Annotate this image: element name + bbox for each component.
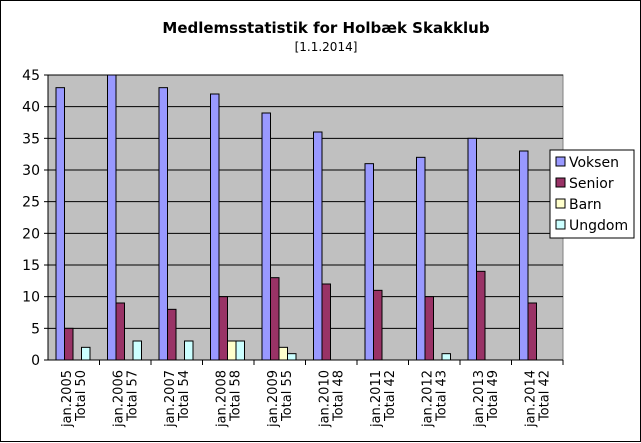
legend-swatch-voksen <box>555 156 566 167</box>
bar-voksen <box>364 163 374 361</box>
y-tick-label: 20 <box>22 226 40 242</box>
x-category-label: Total 42 <box>383 370 398 422</box>
x-category-label: jan.2005 <box>60 370 75 428</box>
x-category-label: Total 42 <box>537 370 552 422</box>
bar-voksen <box>467 137 477 361</box>
x-category-label-group: jan.2010 Total 48 <box>317 370 346 428</box>
y-tick-label: 0 <box>31 353 40 369</box>
legend-label-ungdom: Ungdom <box>569 218 628 234</box>
x-category-label: Total 50 <box>74 370 89 422</box>
x-category-label: Total 43 <box>434 370 449 422</box>
bar-ungdom <box>441 353 451 361</box>
y-tick-label: 30 <box>22 163 40 179</box>
y-tick-label: 40 <box>22 100 40 116</box>
y-tick-label: 5 <box>31 321 40 337</box>
y-tick-label: 10 <box>22 290 40 306</box>
legend-label-senior: Senior <box>569 176 614 192</box>
bar-voksen <box>158 87 168 361</box>
bar-voksen <box>210 93 220 361</box>
bar-voksen <box>55 87 65 361</box>
x-category-label: jan.2008 <box>214 370 229 428</box>
bar-senior <box>64 327 74 361</box>
bar-ungdom <box>81 346 91 361</box>
x-category-label-group: jan.2007 Total 54 <box>163 370 192 428</box>
bar-voksen <box>313 131 323 361</box>
legend-label-barn: Barn <box>569 197 602 213</box>
bar-senior <box>373 289 383 361</box>
bar-voksen <box>519 150 529 361</box>
plot-background <box>47 74 564 361</box>
legend-swatch-barn <box>555 198 566 209</box>
x-category-label: jan.2010 <box>317 370 332 428</box>
bar-voksen <box>416 156 426 361</box>
legend-swatch-ungdom <box>555 219 566 230</box>
chart-title: Medlemsstatistik for Holbæk Skakklub <box>162 19 489 37</box>
y-tick-label: 15 <box>22 258 40 274</box>
y-tick-label: 35 <box>22 131 40 147</box>
bar-senior <box>270 277 280 361</box>
x-category-label: Total 49 <box>486 370 501 422</box>
bar-senior <box>218 296 228 361</box>
chart-subtitle: [1.1.2014] <box>295 40 358 54</box>
bar-barn <box>227 340 237 361</box>
bar-ungdom <box>184 340 194 361</box>
x-category-label-group: jan.2013 Total 49 <box>472 370 501 428</box>
x-category-label-group: jan.2008 Total 58 <box>214 370 243 428</box>
bar-ungdom <box>287 353 297 361</box>
x-category-label: jan.2013 <box>472 370 487 428</box>
x-category-label: jan.2012 <box>420 370 435 428</box>
x-category-label-group: jan.2005 Total 50 <box>60 370 89 428</box>
bar-barn <box>278 346 288 361</box>
legend-label-voksen: Voksen <box>569 155 619 171</box>
bar-voksen <box>261 112 271 361</box>
x-category-label: Total 57 <box>125 370 140 422</box>
x-category-label-group: jan.2011 Total 42 <box>369 370 398 428</box>
x-category-label-group: jan.2014 Total 42 <box>523 370 552 428</box>
y-tick-label: 25 <box>22 195 40 211</box>
bar-senior <box>424 296 434 361</box>
bar-senior <box>167 308 177 361</box>
legend: Voksen Senior Barn Ungdom <box>549 149 635 239</box>
x-category-label-group: jan.2012 Total 43 <box>420 370 449 428</box>
x-category-label: jan.2009 <box>266 370 281 428</box>
x-category-label: Total 58 <box>228 370 243 422</box>
bar-ungdom <box>235 340 245 361</box>
x-category-label: jan.2011 <box>369 370 384 428</box>
x-category-label: jan.2006 <box>111 370 126 428</box>
x-category-label: Total 54 <box>177 370 192 422</box>
x-category-label-group: jan.2006 Total 57 <box>111 370 140 428</box>
bar-senior <box>321 283 331 361</box>
bar-senior <box>527 302 537 361</box>
x-category-label: jan.2007 <box>163 370 178 428</box>
y-tick-label: 45 <box>22 68 40 84</box>
bar-voksen <box>107 74 117 361</box>
x-category-label-group: jan.2009 Total 55 <box>266 370 295 428</box>
bar-senior <box>115 302 125 361</box>
x-category-label: Total 48 <box>331 370 346 422</box>
x-category-label: Total 55 <box>280 370 295 422</box>
bar-senior <box>476 270 486 361</box>
x-category-label: jan.2014 <box>523 370 538 428</box>
legend-swatch-senior <box>555 177 566 188</box>
bar-ungdom <box>132 340 142 361</box>
